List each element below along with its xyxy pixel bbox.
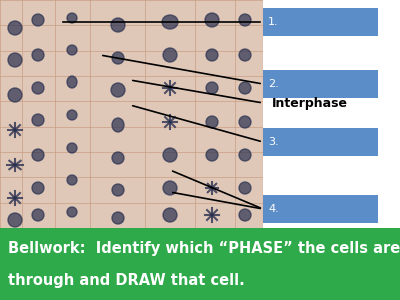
- Ellipse shape: [239, 116, 251, 128]
- Ellipse shape: [163, 148, 177, 162]
- Ellipse shape: [163, 208, 177, 222]
- Ellipse shape: [112, 152, 124, 164]
- Ellipse shape: [206, 116, 218, 128]
- Ellipse shape: [32, 209, 44, 221]
- Ellipse shape: [112, 212, 124, 224]
- Ellipse shape: [206, 49, 218, 61]
- Text: 3.: 3.: [268, 137, 279, 147]
- Ellipse shape: [67, 13, 77, 23]
- Ellipse shape: [239, 209, 251, 221]
- Text: through and DRAW that cell.: through and DRAW that cell.: [8, 272, 245, 287]
- Ellipse shape: [8, 21, 22, 35]
- Ellipse shape: [111, 83, 125, 97]
- Ellipse shape: [163, 48, 177, 62]
- Ellipse shape: [239, 82, 251, 94]
- Text: Bellwork:  Identify which “PHASE” the cells are going: Bellwork: Identify which “PHASE” the cel…: [8, 241, 400, 256]
- Ellipse shape: [67, 175, 77, 185]
- Ellipse shape: [239, 14, 251, 26]
- Ellipse shape: [32, 82, 44, 94]
- Ellipse shape: [112, 118, 124, 132]
- Ellipse shape: [239, 49, 251, 61]
- Ellipse shape: [239, 149, 251, 161]
- Ellipse shape: [67, 110, 77, 120]
- Ellipse shape: [32, 49, 44, 61]
- Bar: [263, 70, 378, 98]
- Ellipse shape: [206, 82, 218, 94]
- Ellipse shape: [32, 114, 44, 126]
- Ellipse shape: [206, 149, 218, 161]
- Bar: [263, 8, 378, 36]
- Text: 4.: 4.: [268, 204, 279, 214]
- Ellipse shape: [239, 182, 251, 194]
- Bar: [263, 128, 378, 156]
- Ellipse shape: [111, 18, 125, 32]
- Ellipse shape: [67, 143, 77, 153]
- Ellipse shape: [8, 88, 22, 102]
- Ellipse shape: [8, 213, 22, 227]
- Ellipse shape: [32, 149, 44, 161]
- Bar: [0, 0, 262, 228]
- Ellipse shape: [67, 207, 77, 217]
- Bar: [263, 195, 378, 223]
- Ellipse shape: [112, 184, 124, 196]
- Ellipse shape: [112, 52, 124, 64]
- Ellipse shape: [8, 53, 22, 67]
- Text: Interphase: Interphase: [272, 97, 348, 110]
- Bar: [262, 0, 400, 228]
- Text: 1.: 1.: [268, 17, 279, 27]
- Bar: [0, 228, 400, 300]
- Ellipse shape: [67, 76, 77, 88]
- Ellipse shape: [163, 181, 177, 195]
- Ellipse shape: [162, 15, 178, 29]
- Ellipse shape: [205, 13, 219, 27]
- Ellipse shape: [32, 182, 44, 194]
- Text: 2.: 2.: [268, 79, 279, 89]
- Ellipse shape: [32, 14, 44, 26]
- Ellipse shape: [67, 45, 77, 55]
